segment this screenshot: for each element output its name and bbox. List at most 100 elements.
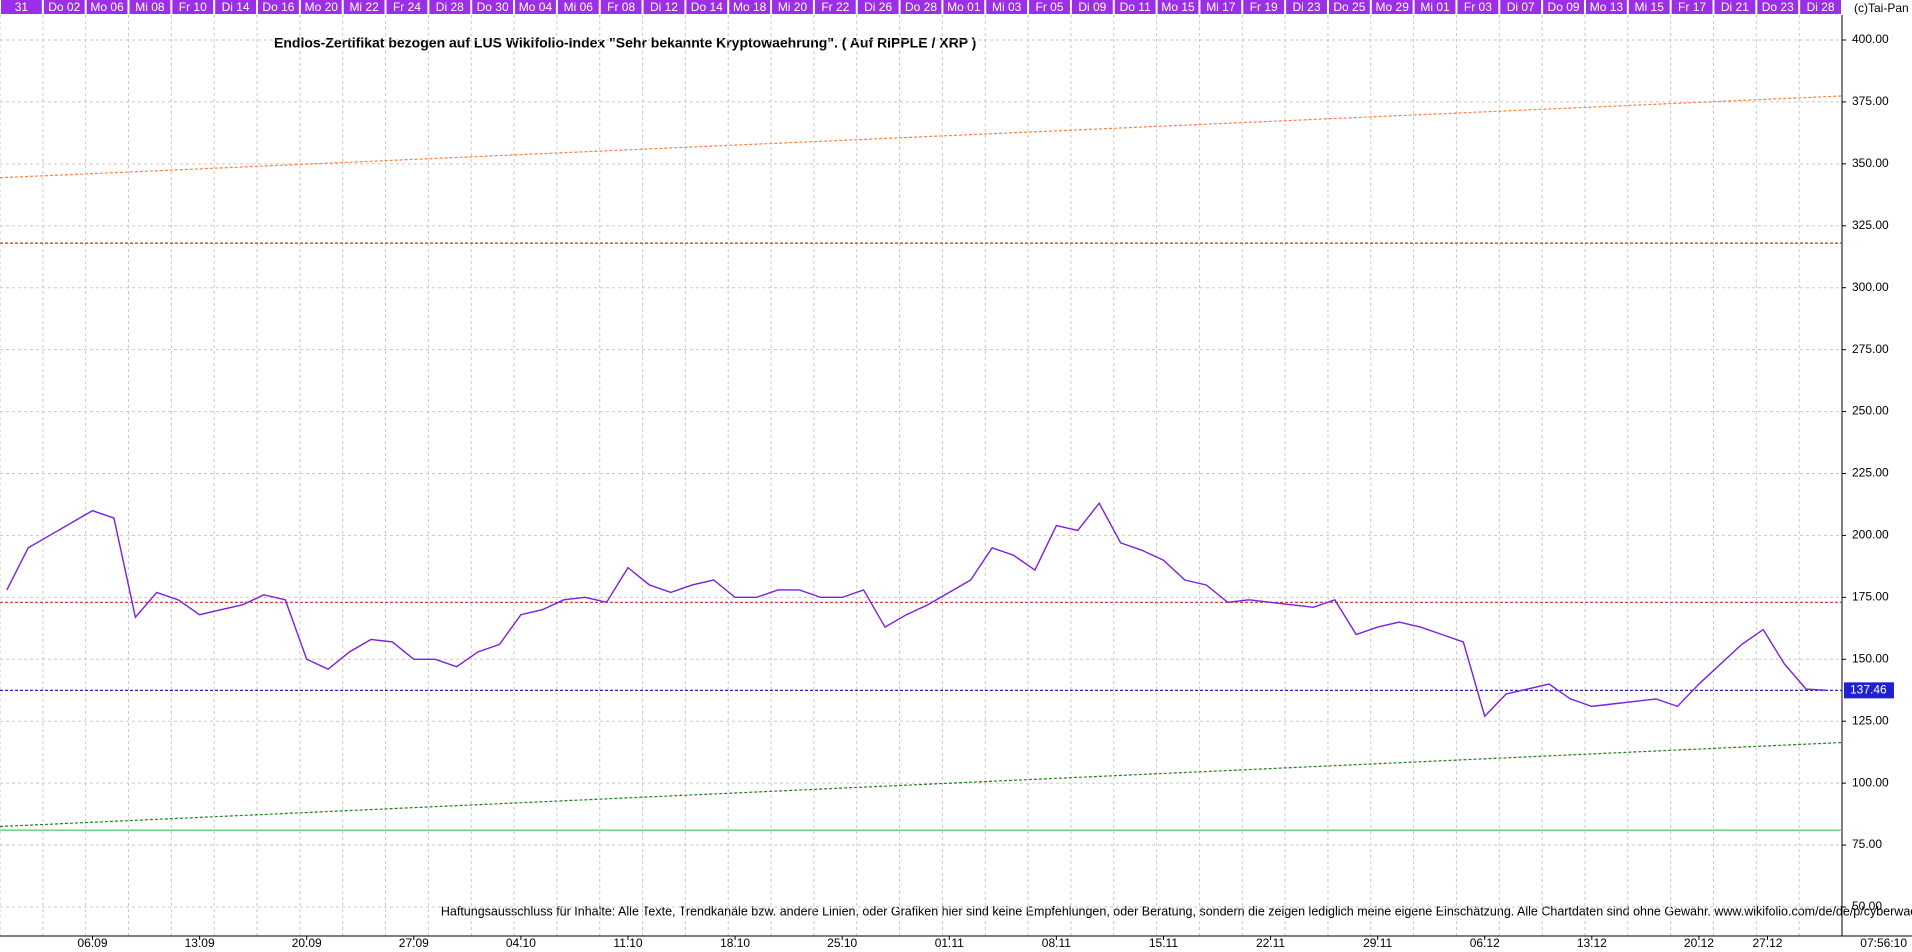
top-label: Fr 24: [393, 0, 421, 14]
top-label-box: [772, 0, 813, 14]
top-label: Do 02: [48, 0, 80, 14]
top-label: Mo 06: [90, 0, 124, 14]
y-tick-label: 100.00: [1852, 775, 1889, 789]
top-label: Di 09: [1078, 0, 1106, 14]
top-label-box: [814, 0, 856, 14]
chart-title: Endlos-Zertifikat bezogen auf LUS Wikifo…: [274, 35, 976, 51]
top-label-box: [1800, 0, 1841, 14]
top-label-box: [429, 0, 471, 14]
top-label-box: [129, 0, 171, 14]
top-label-box: [1457, 0, 1499, 14]
top-label: Do 14: [691, 0, 723, 14]
top-label: Di 21: [1721, 0, 1749, 14]
y-tick-label: 325.00: [1852, 218, 1889, 232]
x-tick-label: 06.09: [78, 936, 108, 950]
top-strip: 31 Do 02 Mo 06 Mi 08 Fr 10 Di 14 Do 16 Mo 20 Mi …: [1, 0, 1841, 14]
top-label-box: [1200, 0, 1242, 14]
top-label: Mi 08: [135, 0, 165, 14]
x-tick-label: 25.10: [827, 936, 857, 950]
x-tick-label: 13.12: [1577, 936, 1607, 950]
top-label-box: [857, 0, 899, 14]
y-tick-label: 225.00: [1852, 466, 1889, 480]
top-label-box: [1585, 0, 1627, 14]
x-tick-label: 27.12: [1752, 936, 1782, 950]
top-label-box: [1671, 0, 1713, 14]
top-label: Di 28: [436, 0, 464, 14]
top-label-box: [86, 0, 128, 14]
x-tick-label: 18.10: [720, 936, 750, 950]
y-tick-label: 300.00: [1852, 280, 1889, 294]
x-tick-label: 11.10: [613, 936, 642, 950]
time: 07:56:10: [1860, 936, 1907, 950]
y-tick-label: 75.00: [1852, 837, 1882, 851]
top-label-box: [215, 0, 257, 14]
top-label: Mi 17: [1206, 0, 1236, 14]
top-label: Mo 04: [519, 0, 553, 14]
top-label-box: [600, 0, 642, 14]
top-label: Mo 20: [305, 0, 339, 14]
top-label: Mi 03: [992, 0, 1022, 14]
top-label: Fr 05: [1036, 0, 1064, 14]
price-line: [6, 501, 1828, 718]
top-label: Fr 08: [607, 0, 635, 14]
disclaimer: Haftungsausschluss für Inhalte: Alle Tex…: [441, 904, 1912, 918]
top-label: Fr 10: [179, 0, 207, 14]
top-label-box: [300, 0, 342, 14]
top-label-box: [1414, 0, 1456, 14]
top-label: Fr 03: [1464, 0, 1492, 14]
top-label: Mo 18: [733, 0, 767, 14]
top-label-box: [1243, 0, 1285, 14]
top-label-box: [986, 0, 1028, 14]
top-label-box: [1757, 0, 1799, 14]
top-label: Do 25: [1333, 0, 1365, 14]
top-label-box: [43, 0, 85, 14]
x-tick-label: 01.11: [935, 936, 964, 950]
top-label: Do 11: [1120, 0, 1151, 14]
top-label: Fr 19: [1250, 0, 1278, 14]
top-label: Mo 15: [1161, 0, 1195, 14]
top-label: Mi 06: [564, 0, 594, 14]
y-tick-label: 175.00: [1852, 590, 1889, 604]
top-label-box: [643, 0, 685, 14]
top-label: Do 30: [477, 0, 509, 14]
top-label: Mi 20: [778, 0, 808, 14]
y-tick-label: 125.00: [1852, 713, 1889, 727]
top-label-box: [557, 0, 599, 14]
top-label-box: [172, 0, 214, 14]
top-label: Di 26: [864, 0, 892, 14]
top-label-box: [1628, 0, 1670, 14]
y-tick-label: 200.00: [1852, 528, 1889, 542]
top-label: Di 12: [650, 0, 678, 14]
x-tick-label: 22.11: [1256, 936, 1285, 950]
top-label: Do 16: [262, 0, 294, 14]
top-label: Mi 22: [349, 0, 379, 14]
top-label: Mo 01: [947, 0, 981, 14]
top-label-box: [1286, 0, 1327, 14]
top-label-box: [1114, 0, 1156, 14]
x-tick-label: 13.09: [185, 936, 215, 950]
top-label-box: [343, 0, 385, 14]
top-label: Fr 22: [821, 0, 849, 14]
y-tick-label: 400.00: [1852, 32, 1889, 46]
y-tick-label: 275.00: [1852, 342, 1889, 356]
x-tick-label: 27.09: [399, 936, 429, 950]
price-label-box: [1844, 682, 1894, 699]
top-label-box: [729, 0, 771, 14]
top-label: Mo 13: [1590, 0, 1624, 14]
top-label-box: [1371, 0, 1413, 14]
top-label-box: [1500, 0, 1542, 14]
y-tick-label: 350.00: [1852, 156, 1889, 170]
top-label-box: [900, 0, 942, 14]
top-label: 31: [15, 0, 29, 14]
top-label-box: [943, 0, 985, 14]
x-tick-label: 04.10: [506, 936, 536, 950]
top-label-box: [1, 0, 42, 14]
top-label: Di 23: [1293, 0, 1321, 14]
top-label: Di 14: [222, 0, 250, 14]
copyright: (c)Tai-Pan: [1854, 1, 1909, 15]
y-tick-label: 250.00: [1852, 404, 1889, 418]
top-label-box: [1543, 0, 1584, 14]
x-tick-label: 29.11: [1363, 936, 1392, 950]
x-tick-label: 15.11: [1149, 936, 1178, 950]
top-label: Fr 17: [1678, 0, 1706, 14]
